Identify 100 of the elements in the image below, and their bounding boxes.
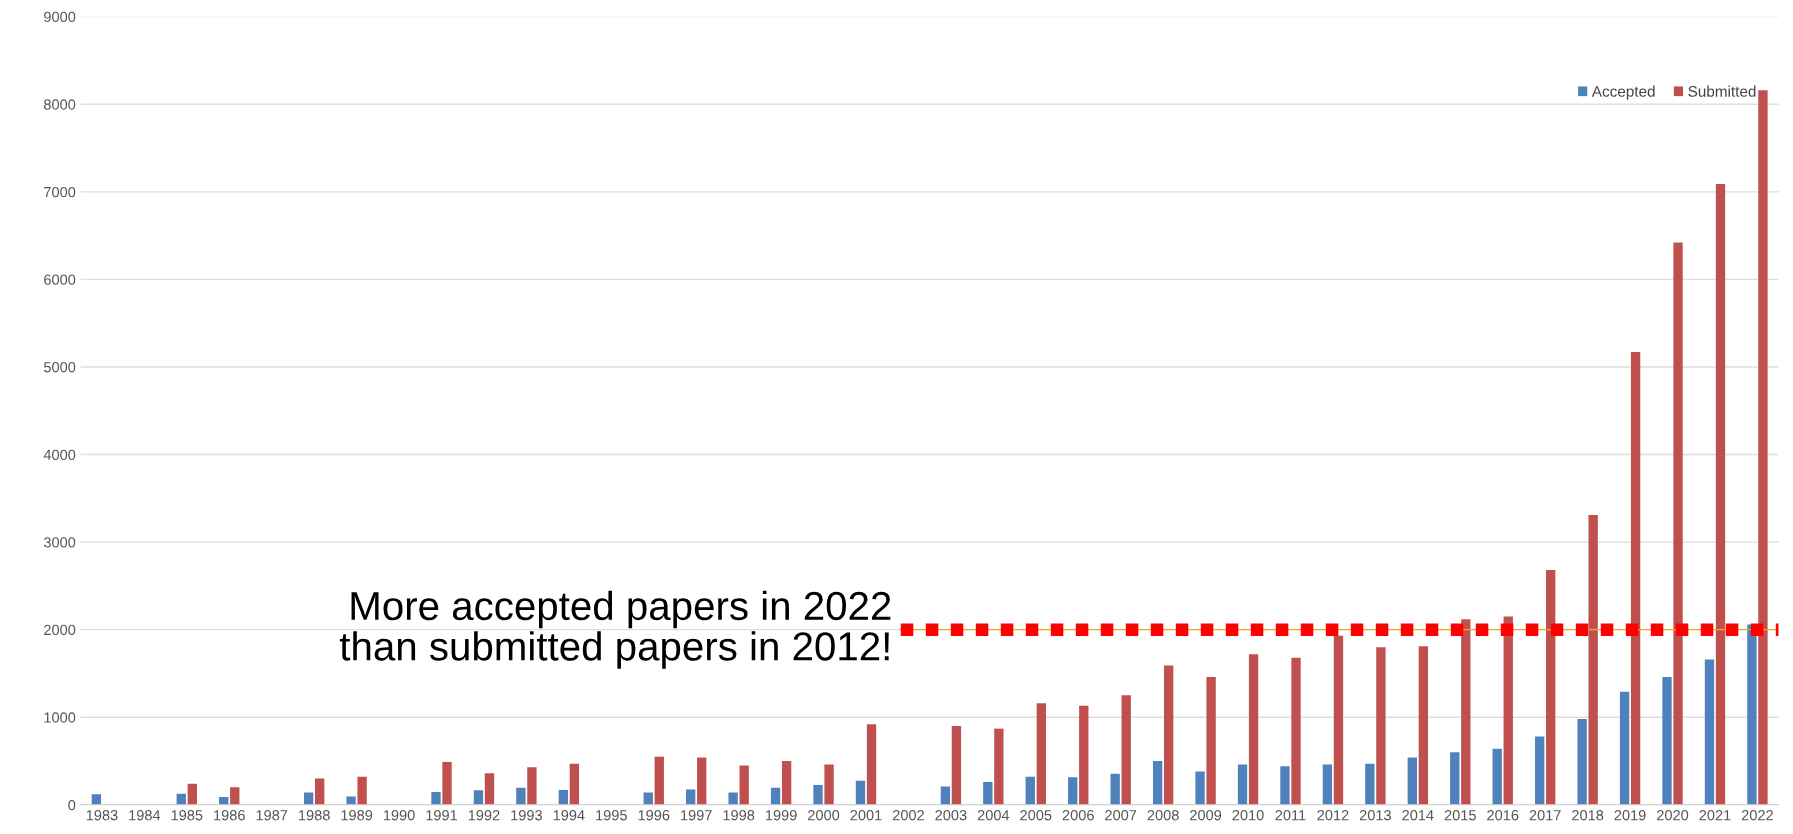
bar	[516, 787, 526, 805]
bar	[1025, 776, 1035, 805]
bar	[728, 792, 738, 805]
bar	[1535, 736, 1545, 805]
bar	[187, 783, 197, 805]
bar	[951, 726, 962, 805]
bar	[686, 789, 696, 805]
x-tick-label: 2005	[1020, 810, 1052, 821]
bar	[983, 782, 993, 805]
bar	[697, 757, 707, 805]
x-tick-label: 2021	[1699, 810, 1731, 821]
bar	[1747, 624, 1757, 805]
x-tick-label: 2000	[808, 810, 840, 821]
x-tick-label: 2022	[1741, 810, 1773, 821]
bar	[1588, 514, 1598, 805]
x-tick-label: 2011	[1275, 810, 1306, 821]
bar	[781, 761, 792, 805]
x-tick-label: 1997	[681, 810, 712, 821]
bar	[1036, 703, 1046, 805]
bar	[431, 792, 441, 805]
bar	[866, 724, 877, 805]
bar	[91, 794, 102, 805]
bar	[1704, 659, 1715, 805]
x-tick-label: 2003	[935, 810, 967, 821]
y-tick-label: 1000	[44, 712, 76, 723]
x-tick-label: 2004	[977, 810, 1010, 821]
bar	[357, 776, 367, 805]
bar	[1461, 619, 1471, 805]
bar	[1110, 773, 1120, 805]
bar	[770, 787, 781, 805]
bar	[1619, 691, 1630, 805]
bar	[654, 756, 664, 805]
y-tick-label: 4000	[43, 449, 76, 460]
x-tick-label: 1993	[511, 810, 542, 821]
x-tick-label: 2012	[1317, 810, 1349, 821]
x-tick-label: 1999	[765, 810, 797, 821]
y-tick-label: 7000	[44, 186, 76, 198]
y-tick-label: 5000	[43, 362, 76, 373]
y-tick-label: 6000	[44, 274, 76, 285]
bar	[527, 767, 537, 805]
x-tick-label: 1990	[383, 810, 415, 821]
bar	[1407, 757, 1417, 805]
bar	[1546, 570, 1556, 805]
x-tick-label: 2014	[1402, 810, 1434, 821]
bar	[824, 764, 834, 805]
x-tick-label: 1988	[299, 810, 330, 821]
bar	[484, 773, 495, 805]
bar	[739, 765, 749, 805]
x-tick-label: 2006	[1062, 810, 1094, 821]
bar	[1492, 748, 1502, 805]
x-tick-label: 1984	[129, 810, 161, 821]
bar	[1079, 705, 1089, 805]
y-tick-label: 3000	[43, 537, 76, 548]
legend-label: Accepted	[1591, 85, 1655, 100]
bar	[1333, 635, 1344, 805]
x-tick-label: 2013	[1359, 810, 1391, 821]
bar	[346, 796, 356, 805]
bar	[1673, 242, 1683, 805]
x-tick-label: 2018	[1572, 810, 1604, 821]
bar	[813, 785, 823, 805]
bar	[569, 763, 580, 805]
bar	[473, 790, 484, 805]
bar	[1418, 646, 1429, 805]
bar	[1237, 764, 1248, 805]
bar	[230, 787, 240, 805]
bar	[1630, 352, 1641, 805]
annotation: More accepted papers in 2022 than submitted papers in 2012!	[339, 590, 891, 669]
bar	[1758, 90, 1768, 805]
x-tick-label: 1986	[214, 810, 245, 821]
y-tick-label: 9000	[44, 11, 76, 23]
x-tick-label: 1992	[468, 810, 500, 821]
bar	[1450, 752, 1460, 805]
bar	[994, 728, 1004, 805]
x-tick-label: 1995	[596, 810, 627, 821]
x-tick-label: 2015	[1444, 810, 1476, 821]
x-tick-label: 2010	[1232, 810, 1264, 821]
x-tick-label: 2016	[1487, 810, 1519, 821]
x-tick-label: 1998	[723, 810, 755, 821]
x-tick-label: 2008	[1147, 810, 1179, 821]
x-tick-label: 2007	[1105, 810, 1137, 821]
y-tick-label: 0	[68, 799, 76, 811]
x-tick-label: 1991	[426, 810, 458, 821]
bar	[1068, 777, 1078, 805]
bar	[1322, 764, 1333, 805]
bar	[1206, 676, 1216, 805]
bar	[1163, 665, 1174, 805]
bar	[855, 780, 866, 805]
bar	[1291, 657, 1301, 805]
y-tick-label: 2000	[44, 624, 76, 636]
bar	[940, 786, 951, 805]
bar	[1662, 676, 1672, 805]
x-tick-label: 1983	[86, 810, 118, 821]
bar	[1280, 766, 1290, 805]
x-tick-label: 2002	[892, 810, 924, 821]
bar	[1195, 771, 1205, 805]
x-tick-label: 1987	[256, 810, 288, 821]
x-tick-label: 2017	[1529, 810, 1561, 821]
bar	[442, 761, 452, 805]
bar	[315, 778, 325, 805]
x-tick-label: 1989	[341, 810, 373, 821]
